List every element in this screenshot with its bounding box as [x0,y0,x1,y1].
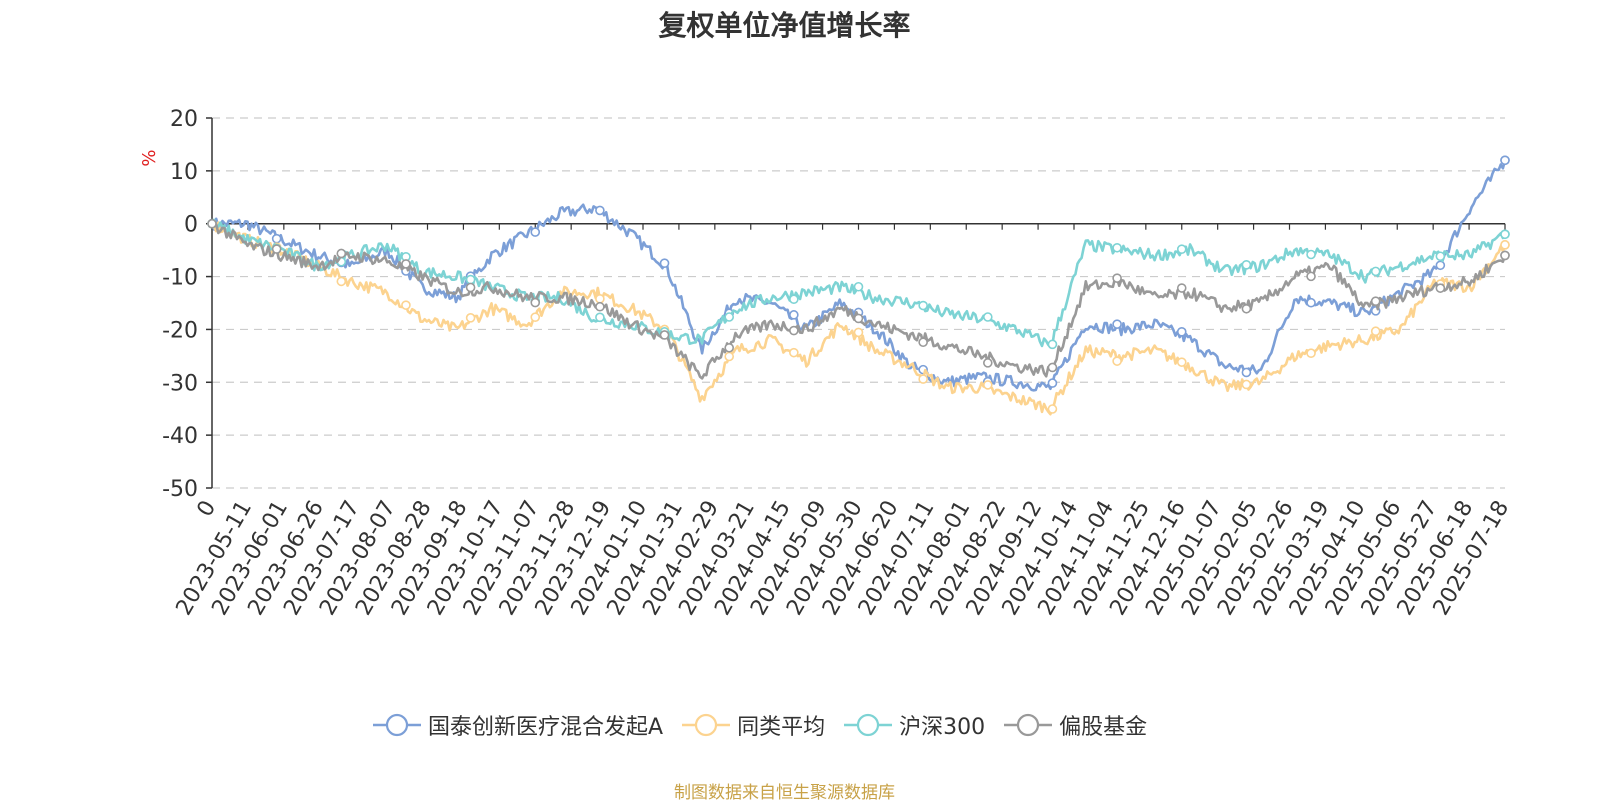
series-marker [1241,367,1252,378]
series-marker [595,301,605,312]
series-marker [1306,348,1316,359]
series-marker [530,312,541,322]
series-marker [1500,240,1510,250]
series-marker [918,300,928,311]
y-tick-label: -30 [162,371,198,396]
series-marker [1047,339,1058,350]
series-marker [1435,283,1446,293]
series-marker [789,294,799,305]
chart-title: 复权单位净值增长率 [658,9,911,42]
series-marker [982,358,993,368]
legend-item[interactable]: 偏股基金 [1003,709,1147,741]
y-axis-label: % [139,149,160,166]
series-marker [1112,356,1122,366]
legend: 国泰创新医疗混合发起A 同类平均 沪深300 偏股基金 [372,710,1165,740]
legend-label: 沪深300 [899,715,986,740]
series-marker [530,227,541,237]
series-marker [530,297,541,308]
series-marker [1306,249,1316,260]
series-marker [401,259,411,269]
series-marker [1176,283,1187,293]
y-tick-label: 0 [184,213,198,238]
series-marker [1370,326,1381,337]
series-marker [465,274,476,285]
series-marker [1176,327,1187,337]
series-lines [207,155,1510,416]
legend-marker-icon [373,713,421,737]
series-marker [1241,260,1252,270]
series-marker [1047,404,1058,414]
series-marker [853,281,864,292]
y-axis: 20 10 0 -10 -20 -30 -40 -50 [162,107,213,502]
series-marker [1047,362,1058,373]
legend-label: 国泰创新医疗混合发起A [428,715,664,740]
y-tick-label: 20 [170,107,198,132]
series-marker [401,300,411,310]
series-marker [724,342,735,353]
legend-label: 同类平均 [737,715,826,740]
series-marker [271,233,282,244]
series-marker [336,248,347,259]
series-marker [1370,266,1381,277]
series-marker [1176,357,1187,367]
series-marker [1306,271,1316,282]
series-marker [918,374,928,384]
series-marker [1112,319,1122,329]
series-marker [1435,251,1446,262]
legend-item[interactable]: 国泰创新医疗混合发起A [372,709,663,741]
series-marker [724,351,735,362]
legend-marker-icon [844,713,893,737]
series-marker [595,312,605,323]
y-tick-label: -50 [162,477,198,502]
series-marker [336,276,347,287]
y-tick-label: 10 [170,160,198,185]
series-marker [724,312,735,322]
series-marker [1500,229,1510,240]
series-marker [789,310,799,320]
legend-item[interactable]: 同类平均 [681,709,825,741]
series-marker [207,218,217,229]
series-marker [789,347,799,358]
y-tick-label: -10 [162,266,198,291]
series-marker [789,325,799,336]
series-marker [1047,378,1058,388]
series-marker [1500,155,1510,166]
series-marker [853,313,864,324]
series-marker [659,330,670,340]
series-marker [1435,260,1446,271]
y-tick-label: -40 [162,424,198,449]
legend-marker-icon [1004,713,1053,737]
series-marker [918,337,928,348]
series-marker [853,327,864,338]
series-marker [982,380,993,390]
series-marker [1112,242,1122,253]
series-marker [465,282,476,293]
series-marker [982,312,993,322]
series-marker [1306,297,1316,308]
y-tick-label: -20 [162,318,198,343]
series-marker [465,313,476,323]
series-marker [659,258,670,268]
series-marker [1370,296,1381,306]
series-marker [1112,273,1122,283]
series-marker [1500,250,1510,261]
series-marker [595,294,605,304]
series-marker [1241,303,1252,314]
x-tick-label: 0 [193,497,222,522]
series-marker [271,244,282,254]
source-note: 制图数据来自恒生聚源数据库 [674,783,895,803]
legend-marker-icon [682,713,731,737]
series-marker [595,205,605,216]
series-marker [1241,379,1252,390]
legend-label: 偏股基金 [1059,715,1148,740]
series-marker [1176,244,1187,254]
legend-item[interactable]: 沪深300 [843,709,985,741]
